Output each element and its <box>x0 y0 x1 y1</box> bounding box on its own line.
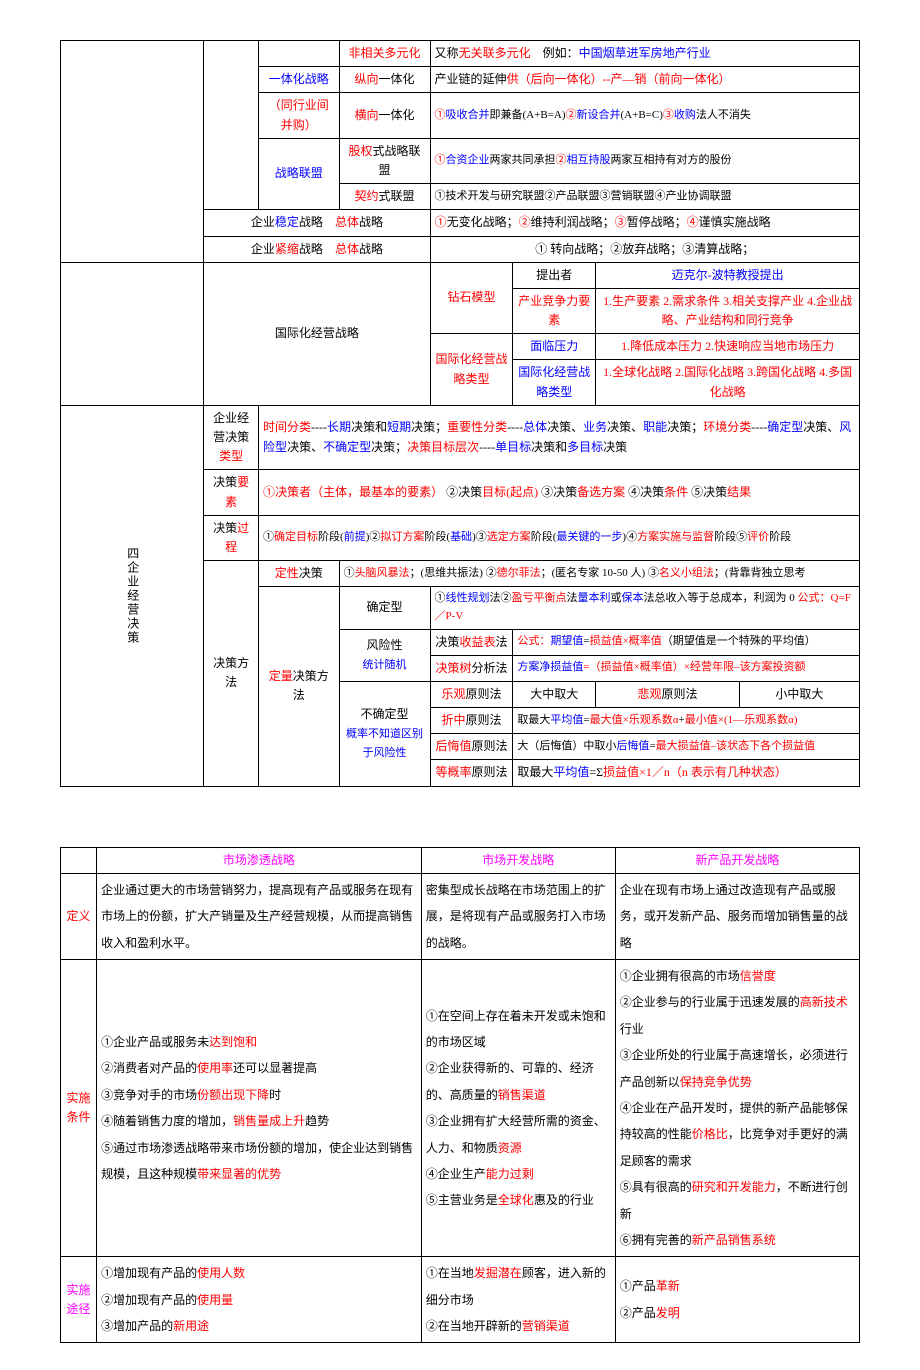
cell: 折中原则法 <box>430 708 513 734</box>
cell: 决策过程 <box>204 515 259 560</box>
cell: ① 转向战略；②放弃战略；③清算战略； <box>430 236 859 262</box>
cell: 产业链的延伸供（后向一体化）--产—销（前向一体化） <box>430 67 859 93</box>
cell: 不确定型概率不知道区别于风险性 <box>339 681 430 786</box>
cell: ①产品革新 ②产品发明 <box>615 1257 859 1343</box>
cell: 企业紧缩战略 总体战略 <box>204 236 430 262</box>
cell: 企业在现有市场上通过改造现有产品或服务，或开发新产品、服务而增加销售量的战略 <box>615 873 859 959</box>
cell: 股权式战略联盟 <box>339 138 430 183</box>
cell: 企业稳定战略 总体战略 <box>204 210 430 236</box>
cell: 国际化经营战略 <box>204 262 430 405</box>
cell: 取最大平均值=最大值×乐观系数α+最小值×(1—乐观系数α) <box>513 708 860 734</box>
cell: 时间分类----长期决策和短期决策；重要性分类----总体决策、业务决策、职能决… <box>259 405 860 470</box>
cell: 密集型成长战略在市场范围上的扩展，是将现有产品或服务打入市场的战略。 <box>421 873 615 959</box>
cell: 迈克尔-波特教授提出 <box>596 262 860 288</box>
cell: 国际化经营战略类型 <box>430 334 513 406</box>
cell: 风险性统计随机 <box>339 629 430 681</box>
row-label: 定义 <box>61 873 97 959</box>
cell: ①在当地发掘潜在顾客，进入新的细分市场 ②在当地开辟新的营销渠道 <box>421 1257 615 1343</box>
cell: 决策方法 <box>204 561 259 787</box>
cell: ①吸收合并即兼备(A+B=A)②新设合并(A+B=C)③收购法人不消失 <box>430 93 859 138</box>
cell: 取最大平均值=Σ损益值×1／n（n 表示有几种状态） <box>513 760 860 786</box>
cell: 决策收益表法 <box>430 629 513 655</box>
cell: 企业通过更大的市场营销努力，提高现有产品或服务在现有市场上的份额，扩大产销量及生… <box>97 873 422 959</box>
cell: 纵向一体化 <box>339 67 430 93</box>
header: 新产品开发战略 <box>615 847 859 873</box>
blank <box>61 847 97 873</box>
cell: ①增加现有产品的使用人数 ②增加现有产品的使用量 ③增加产品的新用途 <box>97 1257 422 1343</box>
cell: 大（后悔值）中取小后悔值=最大损益值–该状态下各个损益值 <box>513 734 860 760</box>
cell: （同行业间并购） <box>259 93 340 138</box>
blank-col2 <box>204 41 259 210</box>
cell: 决策要素 <box>204 470 259 515</box>
cell: 1.降低成本压力 2.快速响应当地市场压力 <box>596 334 860 360</box>
cell: ①在空间上存在着未开发或未饱和的市场区域 ②企业获得新的、可靠的、经济的、高质量… <box>421 959 615 1256</box>
cell: 公式：期望值=损益值×概率值（期望值是一个特殊的平均值） <box>513 629 860 655</box>
cell: 定性决策 <box>259 561 340 587</box>
cell: 又称无关联多元化 例如：中国烟草进军房地产行业 <box>430 41 859 67</box>
cell: ①技术开发与研究联盟②产品联盟③营销联盟④产业协调联盟 <box>430 184 859 210</box>
cell: 企业经营决策类型 <box>204 405 259 470</box>
cell: 非相关多元化 <box>339 41 430 67</box>
cell: 产业竞争力要素 <box>513 288 596 333</box>
cell: 大中取大 <box>513 681 596 707</box>
cell: 钻石模型 <box>430 262 513 334</box>
strategy-comparison-table: 市场渗透战略 市场开发战略 新产品开发战略 定义 企业通过更大的市场营销努力，提… <box>60 847 860 1344</box>
cell: 战略联盟 <box>259 138 340 210</box>
cell: 国际化经营战略类型 <box>513 360 596 405</box>
cell: ①头脑风暴法；(思维共振法) ②德尔菲法；(匿名专家 10-50 人) ③名义小… <box>339 561 859 587</box>
section-four-label: 四企业经营决策 <box>61 405 204 786</box>
cell: 提出者 <box>513 262 596 288</box>
cell: 决策树分析法 <box>430 655 513 681</box>
blank-left <box>61 41 204 263</box>
header: 市场开发战略 <box>421 847 615 873</box>
cell: 乐观原则法 <box>430 681 513 707</box>
blank-left <box>61 262 204 405</box>
cell: 面临压力 <box>513 334 596 360</box>
cell: ①决策者（主体，最基本的要素） ②决策目标(起点) ③决策备选方案 ④决策条件 … <box>259 470 860 515</box>
cell <box>259 41 340 67</box>
cell: 确定型 <box>339 587 430 629</box>
cell: 方案净损益值=（损益值×概率值）×经营年限–该方案投资额 <box>513 655 860 681</box>
cell: ①企业产品或服务未达到饱和 ②消费者对产品的使用率还可以显著提高 ③竞争对手的市… <box>97 959 422 1256</box>
cell: 横向一体化 <box>339 93 430 138</box>
header: 市场渗透战略 <box>97 847 422 873</box>
cell: ①线性规划法②盈亏平衡点法量本利或保本法总收入等于总成本，利润为 0 公式：Q=… <box>430 587 859 629</box>
cell: 1.全球化战略 2.国际化战略 3.跨国化战略 4.多国化战略 <box>596 360 860 405</box>
row-label: 实施途径 <box>61 1257 97 1343</box>
cell: ①确定目标阶段(前提)②拟订方案阶段(基础)③选定方案阶段(最关键的一步)④方案… <box>259 515 860 560</box>
cell: ①合资企业两家共同承担②相互持股两家互相持有对方的股份 <box>430 138 859 183</box>
row-label: 实施条件 <box>61 959 97 1256</box>
cell: 悲观原则法 <box>596 681 740 707</box>
strategy-table: 非相关多元化 又称无关联多元化 例如：中国烟草进军房地产行业 一体化战略 纵向一… <box>60 40 860 787</box>
cell: 契约式联盟 <box>339 184 430 210</box>
cell: ①企业拥有很高的市场信誉度 ②企业参与的行业属于迅速发展的高新技术行业 ③企业所… <box>615 959 859 1256</box>
cell: 小中取大 <box>739 681 859 707</box>
cell: 后悔值原则法 <box>430 734 513 760</box>
cell: 1.生产要素 2.需求条件 3.相关支撑产业 4.企业战略、产业结构和同行竞争 <box>596 288 860 333</box>
cell: 一体化战略 <box>259 67 340 93</box>
cell: ①无变化战略；②维持利润战略；③暂停战略；④谨慎实施战略 <box>430 210 859 236</box>
cell: 定量决策方法 <box>259 587 340 786</box>
cell: 等概率原则法 <box>430 760 513 786</box>
